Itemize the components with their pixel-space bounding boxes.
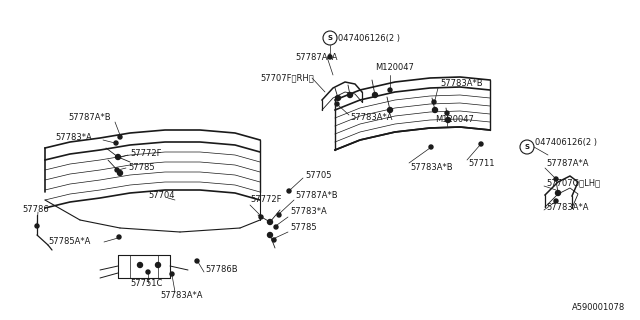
Circle shape <box>146 270 150 274</box>
Circle shape <box>118 171 122 175</box>
Text: 57705: 57705 <box>305 171 332 180</box>
Circle shape <box>335 95 340 100</box>
Circle shape <box>272 238 276 242</box>
Circle shape <box>479 142 483 146</box>
Text: 57783A*A: 57783A*A <box>546 203 589 212</box>
Circle shape <box>433 108 438 113</box>
Circle shape <box>348 92 353 98</box>
Text: 57783A*B: 57783A*B <box>440 78 483 87</box>
Text: S: S <box>328 35 333 41</box>
Circle shape <box>274 225 278 229</box>
Text: 57787A*A: 57787A*A <box>295 52 337 61</box>
Circle shape <box>554 177 558 181</box>
Text: M120047: M120047 <box>435 116 474 124</box>
Text: 57772F: 57772F <box>130 148 161 157</box>
Text: 047406126(2 ): 047406126(2 ) <box>338 34 400 43</box>
Text: M120047: M120047 <box>375 62 414 71</box>
Text: 047406126(2 ): 047406126(2 ) <box>535 139 597 148</box>
Circle shape <box>554 199 558 203</box>
Circle shape <box>372 92 378 98</box>
Text: 57785A*A: 57785A*A <box>48 237 90 246</box>
Circle shape <box>277 213 281 217</box>
Circle shape <box>118 135 122 139</box>
Text: 57707F〈RH〉: 57707F〈RH〉 <box>260 74 314 83</box>
Text: 57785: 57785 <box>290 223 317 233</box>
Text: 57751C: 57751C <box>130 278 163 287</box>
Circle shape <box>170 272 174 276</box>
Circle shape <box>195 259 199 263</box>
Circle shape <box>268 220 273 225</box>
Circle shape <box>287 189 291 193</box>
Circle shape <box>156 262 161 268</box>
Text: 57786B: 57786B <box>205 266 237 275</box>
Text: 57787A*B: 57787A*B <box>295 190 338 199</box>
Text: 57783A*A: 57783A*A <box>350 114 392 123</box>
Circle shape <box>114 141 118 145</box>
Circle shape <box>268 233 273 237</box>
Text: 57786: 57786 <box>22 205 49 214</box>
Circle shape <box>429 145 433 149</box>
Text: 57783*A: 57783*A <box>55 133 92 142</box>
Circle shape <box>445 111 449 115</box>
Circle shape <box>115 168 119 172</box>
Text: 57783A*A: 57783A*A <box>160 291 202 300</box>
Text: 57787A*B: 57787A*B <box>68 114 111 123</box>
Text: 57704: 57704 <box>148 190 175 199</box>
Circle shape <box>556 190 561 196</box>
Circle shape <box>35 224 39 228</box>
Circle shape <box>328 55 332 59</box>
Text: 57772F: 57772F <box>250 196 282 204</box>
Text: 57711: 57711 <box>468 158 495 167</box>
Circle shape <box>335 102 339 106</box>
Text: 57785: 57785 <box>128 164 155 172</box>
Text: 57787A*A: 57787A*A <box>546 158 589 167</box>
Circle shape <box>259 215 263 219</box>
Circle shape <box>388 88 392 92</box>
Circle shape <box>138 262 143 268</box>
Circle shape <box>115 155 120 159</box>
Circle shape <box>445 117 451 123</box>
Circle shape <box>117 235 121 239</box>
Text: 57707G〈LH〉: 57707G〈LH〉 <box>546 179 600 188</box>
Text: 57783*A: 57783*A <box>290 207 327 217</box>
Text: 57783A*B: 57783A*B <box>410 163 452 172</box>
Text: S: S <box>525 144 529 150</box>
Circle shape <box>387 108 392 113</box>
Circle shape <box>432 100 436 104</box>
Text: A590001078: A590001078 <box>572 303 625 312</box>
